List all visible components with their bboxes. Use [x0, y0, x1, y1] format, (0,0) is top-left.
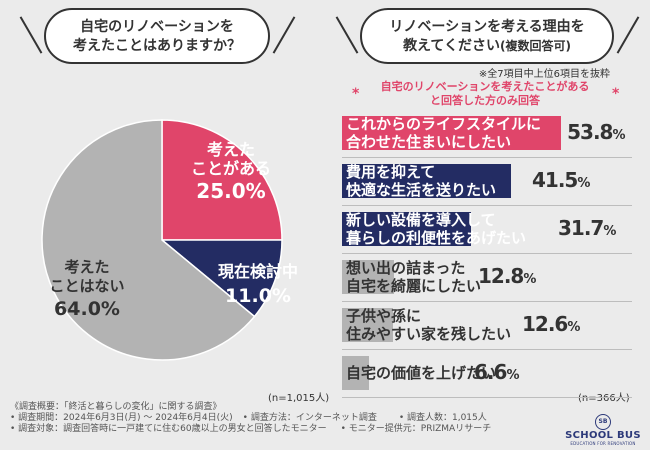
left-question-box: 自宅のリノベーションを 考えたことはありますか？	[44, 8, 270, 64]
bar-separator	[342, 157, 632, 158]
bar-label-6: 自宅の価値を上げたい	[346, 364, 496, 382]
bar-value-1: 53.8%	[567, 120, 625, 144]
bar-3	[342, 212, 472, 246]
left-question-line1: 自宅のリノベーションを	[80, 19, 234, 35]
footer-title: 《調査概要：「終活と暮らしの変化」に関する調査》	[10, 402, 222, 412]
pie-slice-never	[41, 119, 256, 361]
bar-value-unit: %	[506, 368, 519, 383]
n-right: (n=366人)	[578, 393, 630, 404]
bar-value-number: 12.8	[478, 264, 524, 288]
pie-slice-thought	[161, 119, 283, 241]
bar-label-line2: 快適な生活を送りたい	[346, 181, 497, 199]
bar-value-6: 6.6%	[474, 360, 519, 384]
bar-value-unit: %	[612, 128, 625, 143]
footer-people: • 調査人数：1,015人	[398, 413, 487, 423]
left-slash-decoration	[272, 16, 296, 54]
bar-value-unit: %	[523, 272, 536, 287]
star-right: *	[612, 86, 620, 102]
bar-value-number: 6.6	[474, 360, 507, 384]
survey-footer: 《調査概要：「終活と暮らしの変化」に関する調査》 • 調査期間：2024年6月3…	[10, 402, 491, 435]
bar-value-unit: %	[567, 320, 580, 335]
footer-target: • 調査対象：調査回答時に一戸建てに住む60歳以上の男女と回答したモニター	[10, 424, 327, 434]
top7-note: ※全7項目中上位6項目を抜粋	[478, 69, 610, 80]
pie-label-considering-line1: 現在検討中	[217, 262, 298, 281]
bar-value-4: 12.8%	[478, 264, 536, 288]
bar-label-line1: 想い出の詰まった	[346, 259, 466, 277]
right-question-suffix: (複数回答可)	[499, 39, 571, 53]
bar-label-2: 費用を抑えて 快適な生活を送りたい	[346, 163, 496, 199]
bar-label-line1: 費用を抑えて	[346, 163, 436, 181]
bar-2	[342, 164, 512, 198]
school-bus-logo: SB SCHOOL BUS EDUCATION FOR RENOVATION	[563, 408, 643, 446]
bar-label-4: 想い出の詰まった 自宅を綺麗にしたい	[346, 259, 481, 295]
logo-name: SCHOOL BUS	[565, 430, 641, 441]
pie-label-considering-value: 11.0%	[225, 285, 291, 307]
n-left: (n=1,015人)	[268, 393, 330, 404]
right-question-line2: 教えてください	[403, 38, 500, 54]
bar-label-line2: 自宅を綺麗にしたい	[346, 277, 482, 295]
bar-label-line1: 新しい設備を導入して	[346, 211, 496, 229]
star-left: *	[352, 86, 360, 102]
pie-label-never-value: 64.0%	[54, 298, 120, 320]
pie-label-never-line1: 考えた	[64, 258, 110, 276]
bar-label-5: 子供や孫に 住みやすい家を残したい	[346, 307, 511, 343]
bar-label-line2: 暮らしの利便性をあげたい	[346, 229, 527, 247]
footer-method: • 調査方法：インターネット調査	[242, 413, 377, 423]
bar-label-1: これからのライフスタイルに 合わせた住まいにしたい	[346, 115, 541, 151]
bar-5	[342, 308, 394, 342]
footer-provider: • モニター提供元：PRIZMAリサーチ	[340, 424, 492, 434]
logo-tagline: EDUCATION FOR RENOVATION	[570, 441, 636, 446]
bar-separator	[342, 205, 632, 206]
footer-period: • 調査期間：2024年6月3日(月) 〜 2024年6月4日(火)	[10, 413, 233, 423]
bar-value-unit: %	[577, 176, 590, 191]
pie-slice-considering	[159, 239, 283, 318]
bar-value-2: 41.5%	[532, 168, 590, 192]
bar-6	[342, 356, 369, 390]
bar-value-number: 53.8	[567, 120, 613, 144]
right-slash-decoration	[616, 16, 640, 54]
pie-label-thought-line1: 考えた	[206, 140, 255, 159]
right-question-box: リノベーションを考える理由を 教えてください(複数回答可)	[360, 8, 614, 64]
bar-label-3: 新しい設備を導入して 暮らしの利便性をあげたい	[346, 211, 526, 247]
pie-label-considering: 現在検討中 11.0%	[210, 262, 306, 310]
bar-label-line2: 住みやすい家を残したい	[346, 325, 512, 343]
bar-value-number: 12.6	[522, 312, 568, 336]
bar-label-line1: 子供や孫に	[346, 307, 422, 325]
pie-label-never-line2: ことはない	[49, 277, 125, 295]
right-slash-decoration	[335, 16, 359, 54]
pie-label-thought-value: 25.0%	[196, 179, 266, 203]
bar-1	[342, 116, 562, 150]
bar-value-3: 31.7%	[558, 216, 616, 240]
bar-value-number: 41.5	[532, 168, 578, 192]
bar-separator	[342, 397, 632, 398]
pie-label-thought: 考えた ことがある 25.0%	[186, 140, 276, 204]
filter-note-line1: 自宅のリノベーションを考えたことがある	[380, 80, 590, 93]
pie-label-thought-line2: ことがある	[190, 159, 271, 178]
bar-label-line2: 合わせた住まいにしたい	[346, 133, 512, 151]
right-question-line1: リノベーションを考える理由を	[389, 19, 585, 35]
left-question-line2: 考えたことはありますか？	[73, 38, 241, 54]
pie-label-never: 考えた ことはない 64.0%	[32, 258, 142, 322]
left-slash-decoration	[19, 16, 43, 54]
logo-mark: SB	[595, 414, 611, 430]
bar-value-number: 31.7	[558, 216, 604, 240]
bar-label-line1: これからのライフスタイルに	[346, 115, 542, 133]
filter-note: 自宅のリノベーションを考えたことがある と回答した方のみ回答	[340, 80, 630, 108]
bar-4	[342, 260, 395, 294]
bar-value-5: 12.6%	[522, 312, 580, 336]
bar-value-unit: %	[603, 224, 616, 239]
pie-chart	[41, 119, 283, 361]
filter-note-line2: と回答した方のみ回答	[430, 94, 540, 107]
bar-separator	[342, 253, 632, 254]
bar-label-line1: 自宅の価値を上げたい	[346, 364, 497, 382]
bar-separator	[342, 301, 632, 302]
bar-separator	[342, 349, 632, 350]
